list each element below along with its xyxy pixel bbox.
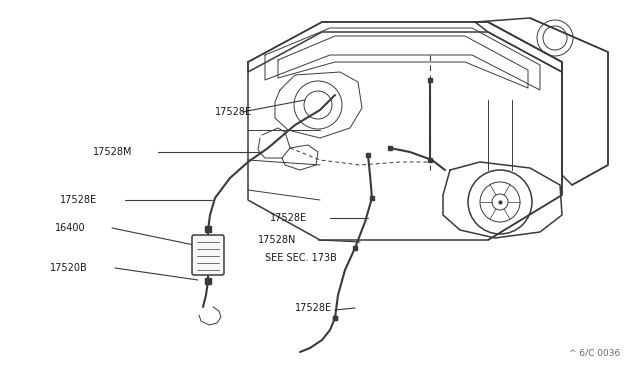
Text: 17520B: 17520B — [50, 263, 88, 273]
Text: 17528E: 17528E — [295, 303, 332, 313]
Text: 17528N: 17528N — [258, 235, 296, 245]
Text: 17528E: 17528E — [270, 213, 307, 223]
Text: 17528E: 17528E — [60, 195, 97, 205]
Text: SEE SEC. 173B: SEE SEC. 173B — [265, 253, 337, 263]
Text: 17528M: 17528M — [93, 147, 132, 157]
Text: 16400: 16400 — [55, 223, 86, 233]
Text: ^ 6/C 0036: ^ 6/C 0036 — [569, 349, 620, 358]
Text: 17528E: 17528E — [215, 107, 252, 117]
FancyBboxPatch shape — [192, 235, 224, 275]
